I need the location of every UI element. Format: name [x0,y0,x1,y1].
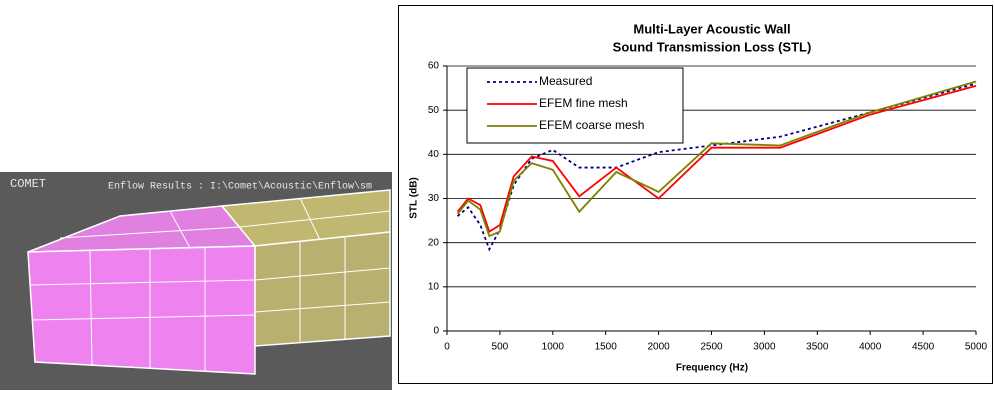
y-axis-title: STL (dB) [409,177,420,218]
olive-front [255,232,390,346]
x-tick-label: 5000 [965,342,988,353]
caption: Enflow Results : I:\Comet\Acoustic\Enflo… [108,181,372,193]
x-tick-label: 2000 [647,342,670,353]
chart-subtitle: Sound Transmission Loss (STL) [613,39,812,54]
x-tick-label: 4500 [912,342,935,353]
legend-label: EFEM fine mesh [539,96,628,110]
x-tick-label: 2500 [700,342,723,353]
legend-label: EFEM coarse mesh [539,118,644,132]
chart-title: Multi-Layer Acoustic Wall [633,21,790,36]
y-tick-label: 40 [428,149,440,160]
legend-label: Measured [539,74,592,88]
chart-frame [399,6,993,384]
x-tick-label: 3000 [753,342,776,353]
y-tick-label: 10 [428,281,440,292]
x-tick-label: 1500 [595,342,618,353]
x-tick-label: 0 [444,342,450,353]
y-tick-label: 0 [433,326,439,337]
logo: COMET [10,177,46,191]
x-tick-label: 500 [492,342,509,353]
y-tick-label: 60 [428,61,440,72]
y-tick-label: 30 [428,193,440,204]
x-axis-title: Frequency (Hz) [676,363,748,374]
y-tick-label: 50 [428,105,440,116]
figure: COMET Enflow Results : I:\Comet\Acoustic… [0,0,995,390]
pink-front [28,246,255,374]
x-tick-label: 3500 [806,342,829,353]
page: COMET Enflow Results : I:\Comet\Acoustic… [0,0,995,390]
x-tick-label: 4000 [859,342,882,353]
x-tick-label: 1000 [542,342,565,353]
fem-view: COMET Enflow Results : I:\Comet\Acoustic… [0,172,392,390]
y-tick-label: 20 [428,237,440,248]
